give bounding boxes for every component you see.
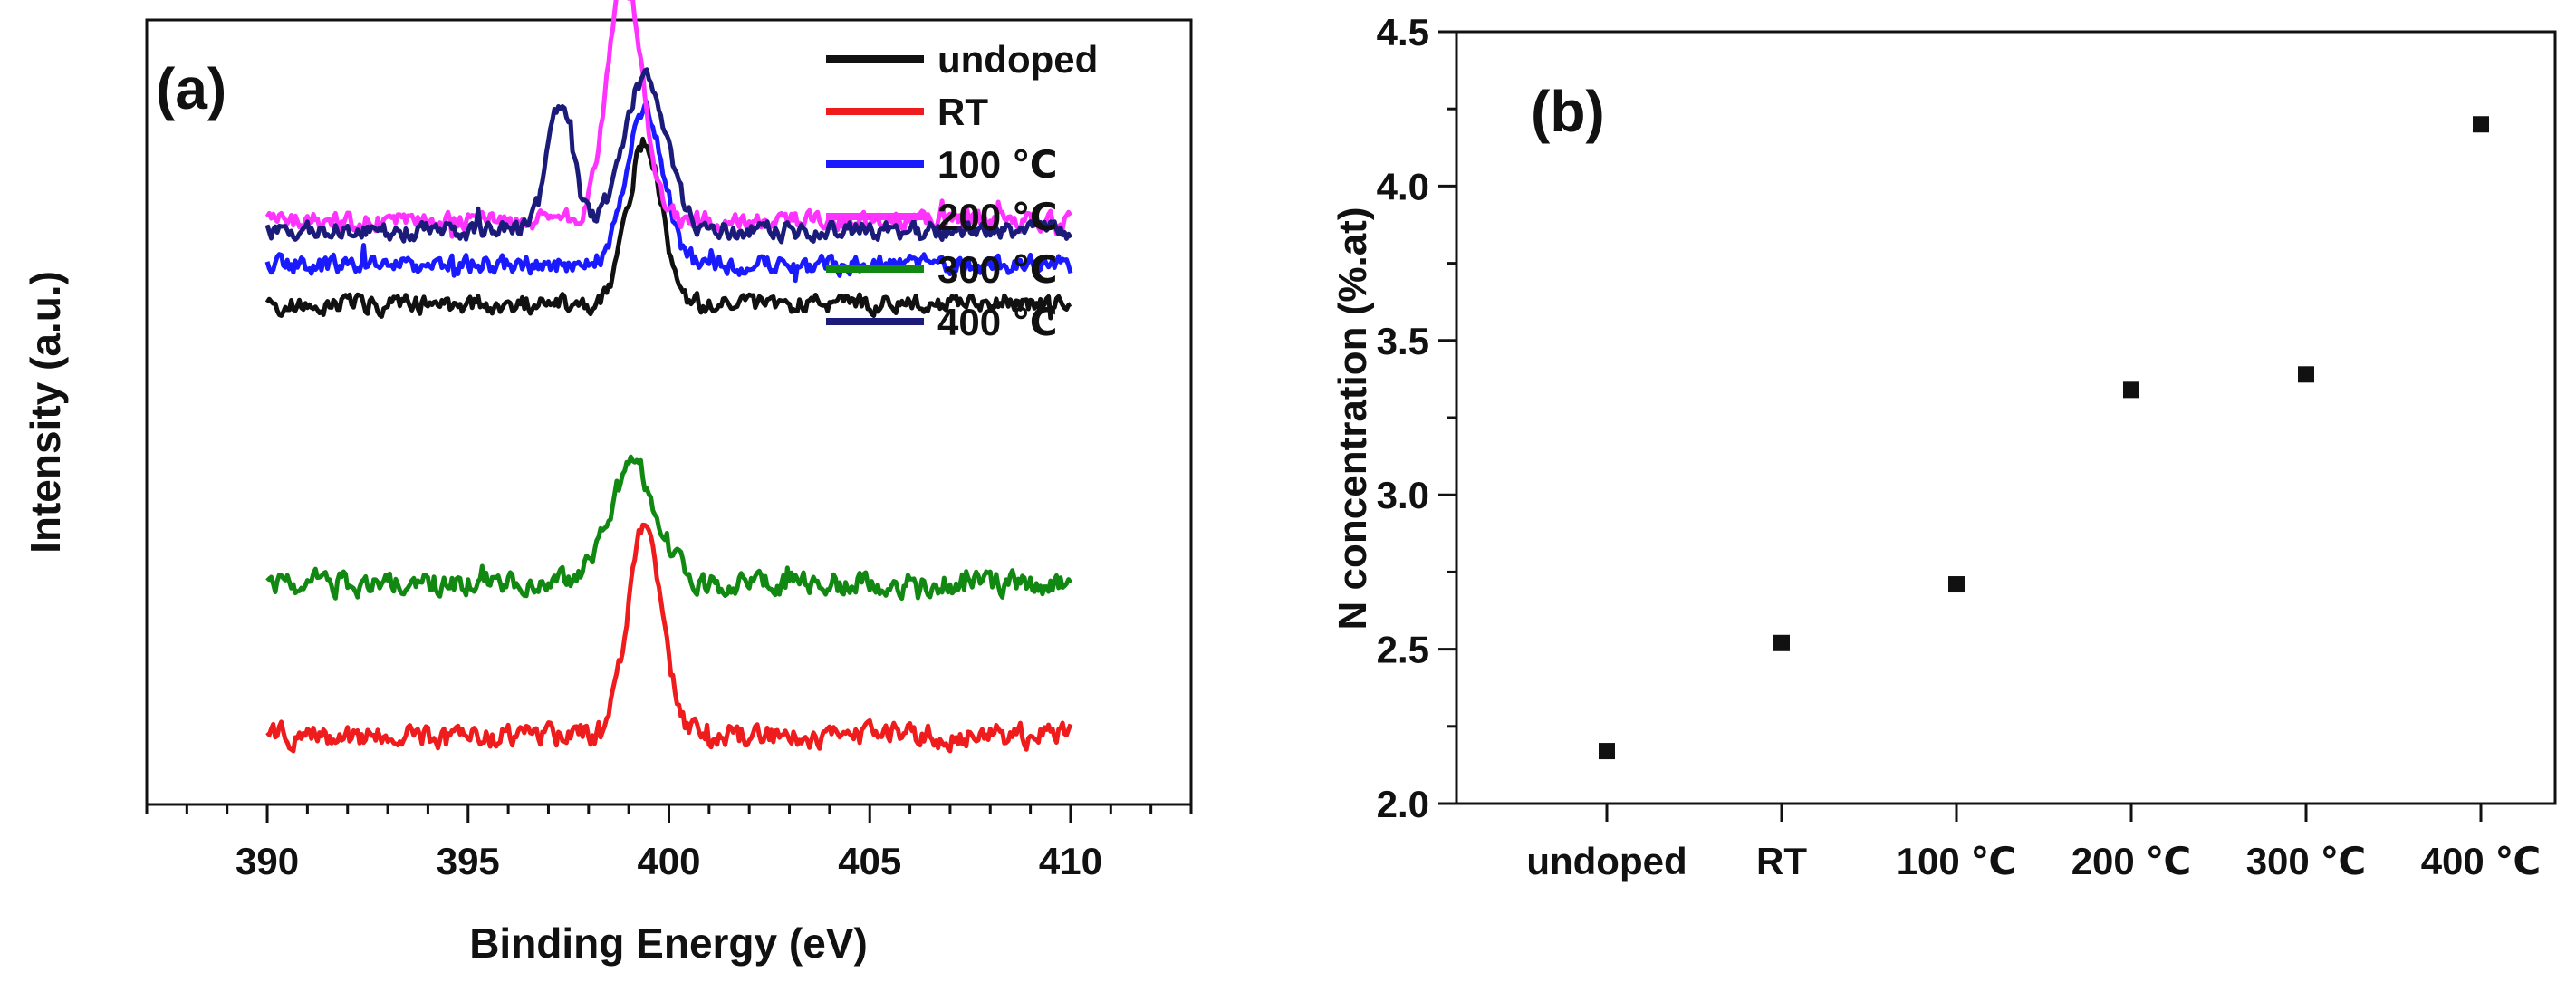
data-point-3 [2123,381,2139,399]
panel-b-y-tick-label: 4.5 [1377,11,1429,53]
panel-b-x-tick-label: RT [1756,840,1807,882]
panel-a-chart: (a) 390 395 400 405 410 undoped RT 100 ℃ 200 ℃ 3… [22,0,1193,967]
panel-a-y-axis-title: Intensity (a.u.) [22,271,69,554]
panel-a-series-group [264,0,1073,754]
panel-b-y-tick-label: 3.5 [1377,320,1429,362]
panel-b-y-axis: 2.0 2.5 3.0 3.5 4.0 4.5 [1377,11,1456,825]
panel-a-x-tick-label: 395 [437,840,500,882]
panel-b-points [1599,116,2489,760]
legend-label-1: RT [937,91,988,133]
spectrum-line-1 [265,522,1073,754]
legend-label-2: 100 ℃ [937,143,1058,186]
panel-b-y-tick-label: 2.5 [1377,629,1429,671]
data-point-0 [1599,743,1615,760]
panel-a-x-tick-label: 405 [838,840,901,882]
legend-label-3: 200 ℃ [937,196,1058,238]
panel-b-y-tick-label: 3.0 [1377,474,1429,516]
panel-a-x-tick-label: 390 [235,840,299,882]
spectrum-line-5 [264,67,1073,245]
legend-label-5: 400 ℃ [937,301,1058,343]
panel-b-x-axis: undoped RT 100 ℃ 200 ℃ 300 ℃ 400 ℃ [1526,804,2541,882]
spectrum-line-0 [264,136,1072,321]
panel-b-y-tick-label: 2.0 [1377,783,1429,825]
panel-a-x-axis: 390 395 400 405 410 [145,804,1193,882]
legend-label-4: 300 ℃ [937,248,1058,291]
data-point-4 [2298,366,2314,383]
panel-a-x-tick-label: 400 [637,840,700,882]
panel-b-x-tick-label: 400 ℃ [2421,840,2542,882]
panel-b-x-tick-label: 200 ℃ [2071,840,2192,882]
panel-b-x-tick-label: undoped [1526,840,1687,882]
data-point-2 [1948,576,1965,593]
panel-a-label: (a) [156,56,226,121]
panel-b-plot-frame [1455,30,2557,805]
panel-b-label: (b) [1531,79,1605,144]
panel-b-x-tick-label: 100 ℃ [1897,840,2017,882]
panel-a-x-tick-label: 410 [1039,840,1102,882]
legend-label-0: undoped [937,38,1098,81]
panel-b-y-tick-label: 4.0 [1377,165,1429,207]
panel-a-x-axis-title: Binding Energy (eV) [469,920,868,967]
panel-a-legend: undoped RT 100 ℃ 200 ℃ 300 ℃ 400 ℃ [826,38,1098,343]
data-point-5 [2473,116,2489,133]
data-point-1 [1773,634,1790,651]
panel-b-chart: (b) 2.0 2.5 3.0 3.5 4.0 4.5 undoped RT 100 ℃ 200… [1331,11,2557,882]
spectrum-line-2 [264,100,1073,284]
panel-b-y-axis-title: N concentration (%.at) [1331,207,1375,631]
spectrum-line-4 [265,454,1073,602]
panel-b-x-tick-label: 300 ℃ [2246,840,2367,882]
